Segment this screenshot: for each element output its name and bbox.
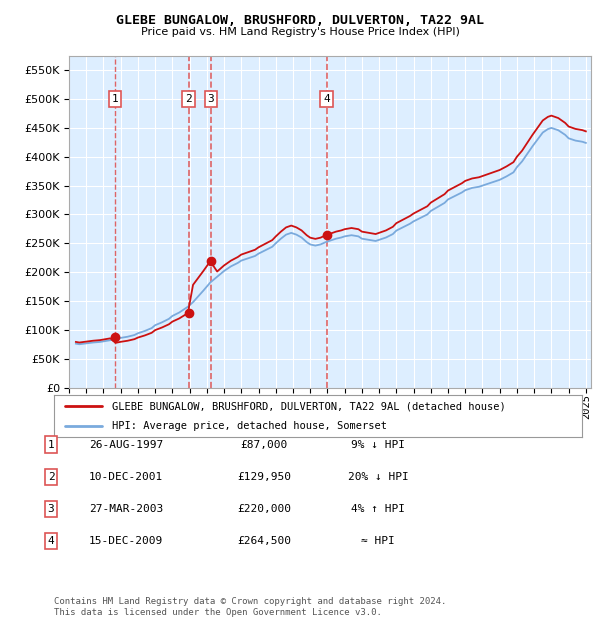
Text: GLEBE BUNGALOW, BRUSHFORD, DULVERTON, TA22 9AL (detached house): GLEBE BUNGALOW, BRUSHFORD, DULVERTON, TA… (112, 401, 506, 411)
Text: £129,950: £129,950 (237, 472, 291, 482)
Text: £87,000: £87,000 (241, 440, 287, 450)
Text: Price paid vs. HM Land Registry's House Price Index (HPI): Price paid vs. HM Land Registry's House … (140, 27, 460, 37)
Text: £264,500: £264,500 (237, 536, 291, 546)
Text: 27-MAR-2003: 27-MAR-2003 (89, 504, 163, 514)
Text: 2: 2 (47, 472, 55, 482)
Text: 4: 4 (323, 94, 330, 104)
Text: 26-AUG-1997: 26-AUG-1997 (89, 440, 163, 450)
Text: Contains HM Land Registry data © Crown copyright and database right 2024.
This d: Contains HM Land Registry data © Crown c… (54, 598, 446, 617)
Text: GLEBE BUNGALOW, BRUSHFORD, DULVERTON, TA22 9AL: GLEBE BUNGALOW, BRUSHFORD, DULVERTON, TA… (116, 14, 484, 27)
Text: 9% ↓ HPI: 9% ↓ HPI (351, 440, 405, 450)
Text: 4: 4 (47, 536, 55, 546)
Text: HPI: Average price, detached house, Somerset: HPI: Average price, detached house, Some… (112, 421, 387, 431)
Text: 15-DEC-2009: 15-DEC-2009 (89, 536, 163, 546)
Text: 1: 1 (47, 440, 55, 450)
Text: 3: 3 (208, 94, 214, 104)
Text: ≈ HPI: ≈ HPI (361, 536, 395, 546)
Text: 2: 2 (185, 94, 192, 104)
Text: 10-DEC-2001: 10-DEC-2001 (89, 472, 163, 482)
Text: £220,000: £220,000 (237, 504, 291, 514)
Text: 1: 1 (112, 94, 118, 104)
Text: 3: 3 (47, 504, 55, 514)
Text: 4% ↑ HPI: 4% ↑ HPI (351, 504, 405, 514)
Text: 20% ↓ HPI: 20% ↓ HPI (347, 472, 409, 482)
